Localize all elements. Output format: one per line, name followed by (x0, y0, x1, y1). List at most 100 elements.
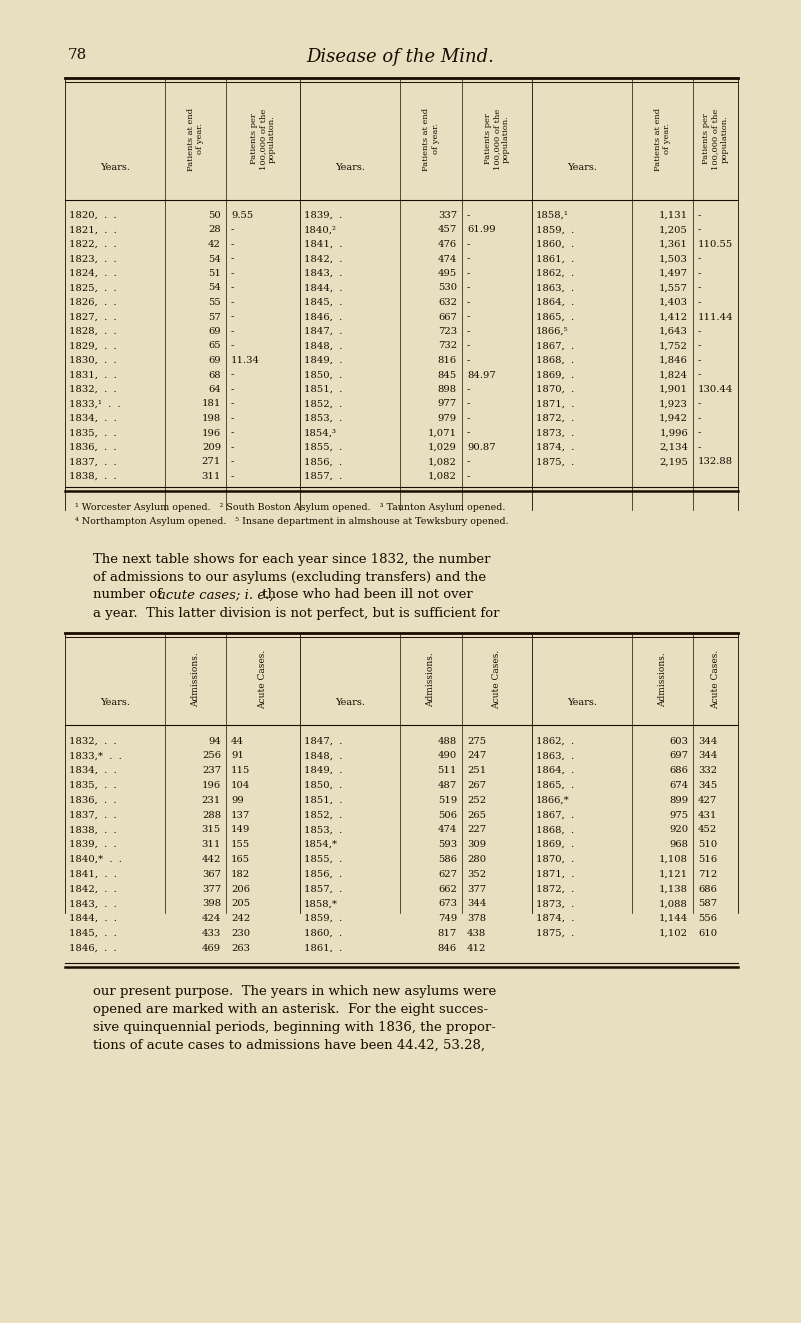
Text: opened are marked with an asterisk.  For the eight succes-: opened are marked with an asterisk. For … (93, 1003, 488, 1016)
Text: 1862,  .: 1862, . (536, 269, 574, 278)
Text: 182: 182 (231, 869, 250, 878)
Text: 587: 587 (698, 900, 717, 909)
Text: 1865,  .: 1865, . (536, 781, 574, 790)
Text: 181: 181 (202, 400, 221, 409)
Text: 1835,  .  .: 1835, . . (69, 429, 117, 438)
Text: -: - (231, 254, 235, 263)
Text: -: - (467, 472, 470, 482)
Text: 1835,  .  .: 1835, . . (69, 781, 117, 790)
Text: 1868,  .: 1868, . (536, 826, 574, 835)
Text: 1,901: 1,901 (659, 385, 688, 394)
Text: 1839,  .  .: 1839, . . (69, 840, 117, 849)
Text: 1870,  .: 1870, . (536, 855, 574, 864)
Text: 198: 198 (202, 414, 221, 423)
Text: 1838,  .  .: 1838, . . (69, 826, 117, 835)
Text: 1872,  .: 1872, . (536, 414, 574, 423)
Text: 749: 749 (438, 914, 457, 923)
Text: 1861,  .: 1861, . (304, 943, 342, 953)
Text: -: - (231, 370, 235, 380)
Text: -: - (231, 414, 235, 423)
Text: -: - (467, 385, 470, 394)
Text: -: - (231, 458, 235, 467)
Text: 367: 367 (202, 869, 221, 878)
Text: -: - (698, 400, 702, 409)
Text: 1,412: 1,412 (659, 312, 688, 321)
Text: Acute Cases.: Acute Cases. (259, 650, 268, 709)
Text: 1837,  .  .: 1837, . . (69, 458, 117, 467)
Text: Patients per
100,000 of the
population.: Patients per 100,000 of the population. (702, 108, 729, 169)
Text: 1833,¹  .  .: 1833,¹ . . (69, 400, 121, 409)
Text: 424: 424 (202, 914, 221, 923)
Text: 332: 332 (698, 766, 717, 775)
Text: 44: 44 (231, 737, 244, 745)
Text: ¹ Worcester Asylum opened.   ² South Boston Asylum opened.   ³ Taunton Asylum op: ¹ Worcester Asylum opened. ² South Bosto… (75, 503, 505, 512)
Text: 1867,  .: 1867, . (536, 341, 574, 351)
Text: Years.: Years. (335, 699, 365, 706)
Text: 1874,  .: 1874, . (536, 914, 574, 923)
Text: 1,071: 1,071 (428, 429, 457, 438)
Text: 196: 196 (202, 781, 221, 790)
Text: 975: 975 (669, 811, 688, 819)
Text: 817: 817 (438, 929, 457, 938)
Text: 94: 94 (208, 737, 221, 745)
Text: 1853,  .: 1853, . (304, 826, 342, 835)
Text: 42: 42 (208, 239, 221, 249)
Text: 263: 263 (231, 943, 250, 953)
Text: 968: 968 (669, 840, 688, 849)
Text: 673: 673 (438, 900, 457, 909)
Text: 1834,  .  .: 1834, . . (69, 414, 117, 423)
Text: 1,497: 1,497 (659, 269, 688, 278)
Text: 1842,  .: 1842, . (304, 254, 342, 263)
Text: 511: 511 (437, 766, 457, 775)
Text: 69: 69 (208, 327, 221, 336)
Text: 68: 68 (208, 370, 221, 380)
Text: 130.44: 130.44 (698, 385, 734, 394)
Text: 457: 457 (438, 225, 457, 234)
Text: 1829,  .  .: 1829, . . (69, 341, 117, 351)
Text: Years.: Years. (567, 699, 597, 706)
Text: -: - (467, 298, 470, 307)
Text: 476: 476 (438, 239, 457, 249)
Text: 506: 506 (438, 811, 457, 819)
Text: 1866,*: 1866,* (536, 795, 570, 804)
Text: 209: 209 (202, 443, 221, 452)
Text: 1,996: 1,996 (659, 429, 688, 438)
Text: 377: 377 (202, 885, 221, 893)
Text: 1840,*  .  .: 1840,* . . (69, 855, 122, 864)
Text: 1,121: 1,121 (659, 869, 688, 878)
Text: 899: 899 (669, 795, 688, 804)
Text: 1859,  .: 1859, . (536, 225, 574, 234)
Text: 438: 438 (467, 929, 486, 938)
Text: 977: 977 (438, 400, 457, 409)
Text: 1854,*: 1854,* (304, 840, 338, 849)
Text: 1836,  .  .: 1836, . . (69, 443, 116, 452)
Text: Acute Cases.: Acute Cases. (711, 650, 720, 709)
Text: 344: 344 (698, 737, 718, 745)
Text: 1,923: 1,923 (659, 400, 688, 409)
Text: 1869,  .: 1869, . (536, 370, 574, 380)
Text: -: - (698, 370, 702, 380)
Text: -: - (467, 210, 470, 220)
Text: 1866,⁵: 1866,⁵ (536, 327, 569, 336)
Text: 452: 452 (698, 826, 717, 835)
Text: -: - (231, 298, 235, 307)
Text: sive quinquennial periods, beginning with 1836, the propor-: sive quinquennial periods, beginning wit… (93, 1020, 496, 1033)
Text: 1851,  .: 1851, . (304, 795, 342, 804)
Text: Admissions.: Admissions. (658, 652, 667, 706)
Text: 712: 712 (698, 869, 717, 878)
Text: 1853,  .: 1853, . (304, 414, 342, 423)
Text: 337: 337 (438, 210, 457, 220)
Text: -: - (698, 414, 702, 423)
Text: 516: 516 (698, 855, 717, 864)
Text: 265: 265 (467, 811, 486, 819)
Text: -: - (467, 341, 470, 351)
Text: 280: 280 (467, 855, 486, 864)
Text: 2,134: 2,134 (659, 443, 688, 452)
Text: The next table shows for each year since 1832, the number: The next table shows for each year since… (93, 553, 490, 565)
Text: 627: 627 (438, 869, 457, 878)
Text: 1855,  .: 1855, . (304, 855, 342, 864)
Text: -: - (231, 312, 235, 321)
Text: 490: 490 (438, 751, 457, 761)
Text: 816: 816 (438, 356, 457, 365)
Text: 474: 474 (437, 826, 457, 835)
